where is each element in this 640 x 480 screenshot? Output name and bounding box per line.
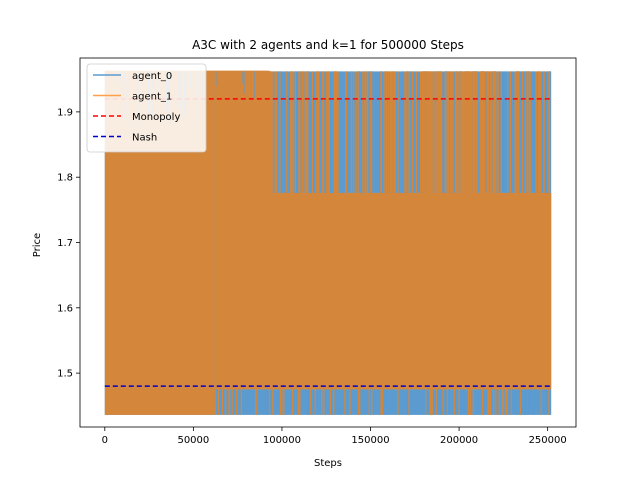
- legend-label: agent_1: [132, 92, 172, 103]
- y-tick-label: 1.9: [57, 107, 73, 118]
- x-tick-label: 150000: [351, 435, 389, 446]
- series-agent_1-band-mid: [214, 71, 270, 390]
- x-tick-label: 50000: [177, 435, 209, 446]
- y-tick-label: 1.8: [57, 173, 73, 184]
- y-tick-label: 1.5: [57, 369, 73, 380]
- series-agent_1-band-late: [269, 192, 552, 390]
- y-axis: 1.5 1.6 1.7 1.8 1.9: [57, 107, 80, 380]
- x-tick-label: 200000: [440, 435, 478, 446]
- plot-content: [104, 70, 552, 415]
- x-axis-label: Steps: [314, 458, 342, 469]
- y-axis-label: Price: [32, 233, 43, 257]
- legend-label: agent_0: [132, 71, 172, 82]
- legend-box: [86, 63, 207, 153]
- legend-label: Monopoly: [132, 112, 180, 123]
- x-axis: 0 50000 100000 150000 200000 250000: [102, 427, 567, 446]
- legend: agent_0 agent_1 Monopoly Nash: [86, 63, 207, 153]
- chart-title: A3C with 2 agents and k=1 for 500000 Ste…: [192, 38, 464, 52]
- series-agent_1: [104, 70, 552, 415]
- legend-label: Nash: [132, 133, 157, 144]
- x-tick-label: 100000: [263, 435, 301, 446]
- plot-area: [79, 57, 577, 428]
- x-tick-label: 0: [102, 435, 108, 446]
- y-tick-label: 1.6: [57, 303, 73, 314]
- y-tick-label: 1.7: [57, 238, 73, 249]
- x-tick-label: 250000: [529, 435, 567, 446]
